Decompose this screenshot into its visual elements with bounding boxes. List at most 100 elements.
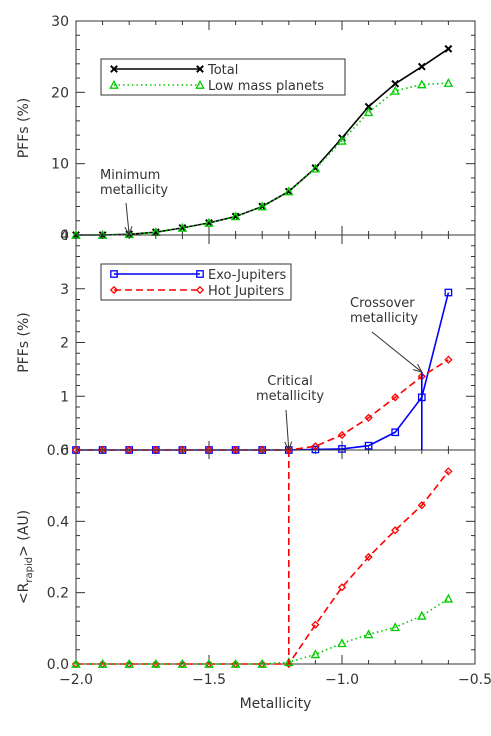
legend-marker	[110, 270, 118, 278]
y-tick-label: 3	[60, 282, 69, 298]
annotation-arrow	[285, 409, 290, 451]
y-tick-label: 30	[51, 14, 69, 30]
data-point	[230, 211, 241, 221]
data-point	[390, 622, 400, 632]
data-point	[151, 228, 160, 237]
data-point	[444, 44, 453, 53]
data-point	[310, 163, 321, 173]
y-tick-label: 1	[60, 389, 69, 405]
legend-marker	[196, 65, 204, 73]
data-point	[97, 658, 108, 668]
y-tick-label: 0	[60, 228, 69, 244]
y-tick-label: 0.6	[47, 443, 69, 459]
legend-marker	[109, 285, 119, 295]
legend-label: Exo-Jupiters	[208, 268, 286, 283]
data-point	[364, 413, 373, 422]
y-axis-title: <Rrapid> (AU)	[16, 510, 35, 604]
data-point	[205, 218, 213, 227]
y-tick-label: 0.0	[47, 657, 69, 673]
y-axis-title: PFFs (%)	[16, 312, 32, 373]
annotation-arrow	[125, 202, 130, 236]
data-point	[337, 638, 347, 648]
data-point	[391, 526, 400, 535]
data-point	[391, 79, 400, 88]
legend-label: Low mass planets	[208, 79, 324, 94]
data-point	[177, 658, 188, 668]
legend-box	[100, 58, 346, 96]
data-point	[178, 223, 187, 232]
data-point	[257, 658, 267, 668]
legend-marker	[196, 270, 204, 278]
data-point	[177, 222, 188, 232]
data-point	[337, 135, 347, 145]
data-point	[337, 430, 347, 440]
panel-bottom: 0.0 0.2 0.4 0.6 <Rrapid> (AU)	[16, 443, 476, 673]
data-point	[391, 393, 400, 402]
legend-marker	[109, 79, 119, 89]
data-point	[417, 610, 427, 620]
data-point	[443, 593, 454, 603]
y-tick-label: 0.4	[47, 514, 69, 530]
annotation-text: metallicity	[100, 183, 168, 198]
x-axis-title: Metallicity	[240, 696, 312, 712]
plot-frame	[75, 20, 476, 236]
data-point	[230, 658, 241, 668]
legend-label: Total	[207, 63, 238, 78]
data-point	[311, 620, 320, 629]
data-point	[444, 467, 453, 476]
data-point	[364, 102, 373, 111]
data-point	[390, 85, 400, 95]
legend-marker	[110, 65, 118, 73]
data-point	[337, 583, 347, 592]
legend-box	[100, 263, 292, 301]
data-point	[443, 77, 454, 87]
data-point	[444, 355, 453, 364]
data-point	[444, 288, 453, 297]
plot-frame	[75, 449, 476, 665]
data-point	[284, 657, 294, 667]
x-tick-label: −1.5	[192, 672, 226, 688]
legend-marker	[195, 79, 205, 89]
x-tick-label: −2.0	[59, 672, 93, 688]
annotation-text: Minimum	[100, 168, 160, 183]
series-line-series-0	[76, 470, 450, 665]
series-line-hot-jupiters	[76, 359, 449, 451]
y-tick-label: 0.2	[47, 586, 69, 602]
annotation-text: Critical	[267, 374, 312, 389]
y-tick-label: 2	[60, 336, 69, 352]
data-point	[151, 658, 161, 668]
data-point	[363, 107, 374, 117]
data-point	[204, 658, 214, 668]
y-tick-label: 0	[60, 443, 69, 459]
data-point	[310, 649, 321, 659]
annotation-text: metallicity	[256, 389, 324, 404]
data-point	[417, 501, 426, 510]
y-tick-label: 10	[51, 157, 69, 173]
data-point	[284, 187, 293, 196]
y-axis-title: PFFs (%)	[16, 98, 32, 159]
y-tick-label: 20	[51, 85, 69, 101]
data-point	[204, 217, 214, 227]
annotation-text: metallicity	[350, 311, 418, 326]
legend-marker	[195, 285, 205, 295]
y-tick-label: 4	[60, 228, 69, 244]
data-point	[364, 552, 373, 562]
data-point	[391, 428, 400, 437]
data-point	[257, 201, 267, 211]
data-point	[417, 62, 426, 71]
x-tick-label: −1.0	[325, 672, 359, 688]
data-point	[231, 212, 240, 221]
data-point	[364, 441, 373, 450]
series-line-low-mass-planets	[76, 82, 449, 236]
x-tick-label: −0.5	[458, 672, 491, 688]
legend-label: Hot Jupiters	[208, 284, 284, 299]
annotation-arrow	[371, 331, 423, 373]
